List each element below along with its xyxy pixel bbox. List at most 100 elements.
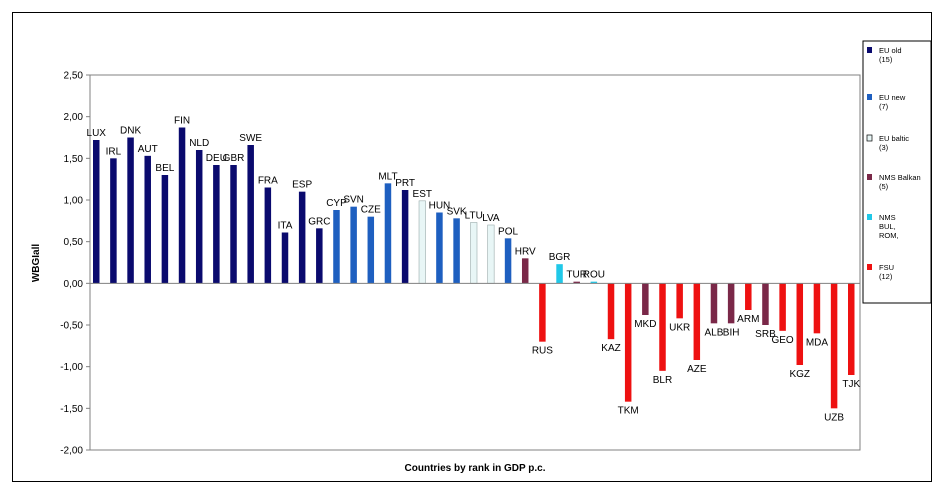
bar-dnk bbox=[127, 137, 134, 284]
bar-label-mkd: MKD bbox=[634, 319, 656, 330]
legend-swatch-nms-balkan bbox=[867, 174, 872, 180]
bar-label-aut: AUT bbox=[138, 144, 158, 155]
bar-fra bbox=[264, 187, 272, 284]
y-tick-label: 0,50 bbox=[64, 237, 84, 248]
bar-label-tjk: TJK bbox=[842, 379, 860, 390]
legend-swatch-fsu bbox=[867, 264, 872, 270]
legend-box bbox=[862, 40, 932, 304]
bar-label-uzb: UZB bbox=[824, 412, 844, 423]
bar-hun bbox=[436, 212, 443, 284]
bar-ita bbox=[281, 232, 289, 284]
bar-rou bbox=[590, 281, 598, 284]
bar-label-tur: TUR bbox=[566, 270, 587, 281]
bar-fin bbox=[178, 127, 186, 284]
legend-label-nms-bul-rom: NMS BUL, ROM, bbox=[879, 213, 899, 240]
bar-svk bbox=[453, 218, 460, 284]
legend-label-eu-baltic: EU baltic (3) bbox=[879, 134, 909, 152]
bar-label-srb: SRB bbox=[755, 329, 776, 340]
y-tick-label: 2,50 bbox=[64, 71, 84, 82]
bar-label-bel: BEL bbox=[155, 163, 174, 174]
bar-label-pol: POL bbox=[498, 226, 518, 237]
bar-geo bbox=[779, 283, 786, 331]
bar-label-lva: LVA bbox=[482, 213, 500, 224]
bar-lux bbox=[93, 140, 100, 284]
legend-label-nms-balkan: NMS Balkan (5) bbox=[879, 173, 921, 191]
bar-label-blr: BLR bbox=[653, 375, 672, 386]
legend-label-fsu: FSU (12) bbox=[879, 263, 894, 281]
y-tick-label: 1,50 bbox=[64, 154, 84, 165]
bar-label-mlt: MLT bbox=[378, 171, 397, 182]
bar-swe bbox=[247, 145, 254, 284]
y-tick-label: -1,50 bbox=[60, 404, 83, 415]
bar-label-fin: FIN bbox=[174, 116, 190, 127]
bar-label-lux: LUX bbox=[87, 128, 107, 139]
bar-uzb bbox=[830, 283, 838, 409]
bar-label-ukr: UKR bbox=[669, 322, 690, 333]
bar-label-est: EST bbox=[413, 189, 432, 200]
bar-bgr bbox=[556, 264, 563, 284]
bar-lva bbox=[487, 224, 495, 284]
bar-aut bbox=[144, 155, 151, 284]
bar-srb bbox=[762, 283, 769, 325]
bar-svn bbox=[350, 206, 357, 284]
bar-chart: 2,50 2,00 1,50 1,00 0,50 0,00 -0,50 -1,00 -1,50 -… bbox=[31, 40, 932, 474]
y-tick-label: 2,00 bbox=[64, 112, 84, 123]
bar-deu bbox=[213, 165, 220, 284]
bar-label-fra: FRA bbox=[258, 176, 278, 187]
bar-label-ltu: LTU bbox=[465, 211, 483, 222]
bar-label-cze: CZE bbox=[361, 205, 381, 216]
y-tick-label: -0,50 bbox=[60, 321, 83, 332]
bar-tjk bbox=[848, 283, 855, 375]
bar-kaz bbox=[607, 283, 615, 340]
bar-label-kgz: KGZ bbox=[789, 369, 810, 380]
bar-label-hrv: HRV bbox=[515, 246, 536, 257]
bar-label-irl: IRL bbox=[106, 146, 122, 157]
bar-label-rou: ROU bbox=[583, 270, 605, 281]
bar-bih bbox=[727, 283, 735, 324]
bar-label-tkm: TKM bbox=[618, 406, 639, 417]
bar-label-grc: GRC bbox=[308, 216, 330, 227]
legend-swatch-eu-new bbox=[867, 94, 872, 100]
bar-bel bbox=[161, 175, 169, 284]
bar-irl bbox=[110, 158, 117, 284]
bar-aze bbox=[693, 283, 701, 360]
bar-mlt bbox=[384, 183, 392, 284]
bar-hrv bbox=[521, 258, 529, 284]
bar-arm bbox=[745, 283, 752, 310]
legend-swatch-eu-old bbox=[867, 47, 872, 53]
bar-label-deu: DEU bbox=[206, 153, 227, 164]
bar-est bbox=[418, 200, 426, 284]
bar-tur bbox=[573, 281, 580, 284]
legend-label-eu-old: EU old (15) bbox=[879, 46, 902, 64]
bar-prt bbox=[401, 190, 409, 284]
bar-label-swe: SWE bbox=[239, 133, 262, 144]
bar-rus bbox=[539, 283, 546, 342]
bar-kgz bbox=[796, 283, 804, 365]
bar-cyp bbox=[333, 210, 340, 284]
bar-ukr bbox=[676, 283, 683, 319]
bar-label-esp: ESP bbox=[292, 180, 312, 191]
bar-label-hun: HUN bbox=[429, 201, 451, 212]
bar-label-gbr: GBR bbox=[223, 153, 245, 164]
bar-blr bbox=[659, 283, 666, 371]
bar-series bbox=[93, 127, 855, 409]
bar-label-rus: RUS bbox=[532, 346, 553, 357]
bar-mkd bbox=[642, 283, 649, 315]
bar-label-kaz: KAZ bbox=[601, 343, 620, 354]
bar-label-bgr: BGR bbox=[549, 252, 571, 263]
y-tick-label: 0,00 bbox=[64, 279, 84, 290]
bar-esp bbox=[298, 191, 306, 284]
bar-pol bbox=[504, 238, 512, 284]
bar-label-svk: SVK bbox=[447, 206, 467, 217]
bar-ltu bbox=[470, 222, 478, 284]
legend-swatch-nms-bul-rom bbox=[867, 214, 872, 220]
bar-cze bbox=[367, 216, 375, 284]
bar-alb bbox=[710, 283, 718, 324]
bar-nld bbox=[195, 150, 203, 284]
bar-label-ita: ITA bbox=[278, 221, 293, 232]
bar-grc bbox=[316, 228, 323, 284]
bar-mda bbox=[813, 283, 821, 334]
bar-label-prt: PRT bbox=[395, 178, 415, 189]
y-axis: 2,50 2,00 1,50 1,00 0,50 0,00 -0,50 -1,00 -1,50 -… bbox=[60, 71, 90, 457]
